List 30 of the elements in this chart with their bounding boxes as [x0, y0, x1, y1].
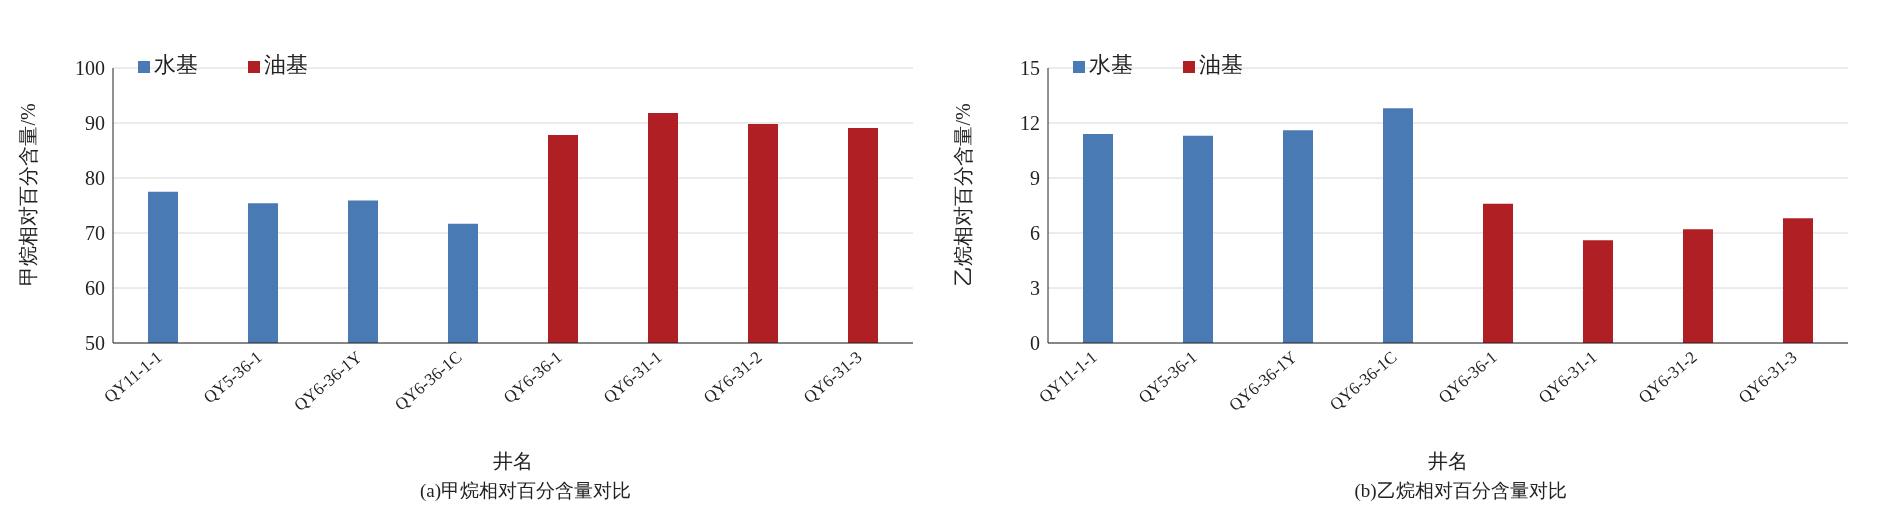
y-tick-label: 80	[85, 167, 105, 190]
y-axis-title: 甲烷相对百分含量/%	[17, 103, 40, 286]
y-tick-label: 90	[85, 112, 105, 135]
bar	[1083, 134, 1113, 343]
y-tick-label: 60	[85, 277, 105, 300]
y-tick-label: 50	[85, 332, 105, 355]
bar	[1283, 130, 1313, 343]
bar	[1383, 108, 1413, 343]
text: (b)乙烷相对百分含量对比	[1353, 479, 1568, 503]
text: (a)甲烷相对百分含量对比	[418, 479, 633, 503]
bar	[1183, 135, 1213, 343]
legend-label: 水基	[154, 52, 198, 77]
y-tick-label: 3	[1030, 277, 1040, 300]
y-tick-label: 70	[85, 222, 105, 245]
y-axis-title: 乙烷相对百分含量/%	[952, 103, 975, 286]
y-tick-label: 0	[1030, 332, 1040, 355]
y-tick-label: 9	[1030, 167, 1040, 190]
x-axis-title: 井名	[493, 450, 533, 472]
y-tick-label: 15	[1020, 57, 1040, 80]
y-tick-label: 100	[75, 57, 105, 80]
legend-label: 油基	[264, 52, 308, 77]
bar	[1783, 218, 1813, 343]
bar	[1583, 240, 1613, 343]
y-tick-label: 12	[1020, 112, 1040, 135]
y-tick-label: 6	[1030, 222, 1040, 245]
legend-label: 水基	[1089, 52, 1133, 77]
bar	[1483, 203, 1513, 343]
legend-label: 油基	[1199, 52, 1243, 77]
bar	[1683, 229, 1713, 343]
x-axis-title: 井名	[1428, 450, 1468, 472]
